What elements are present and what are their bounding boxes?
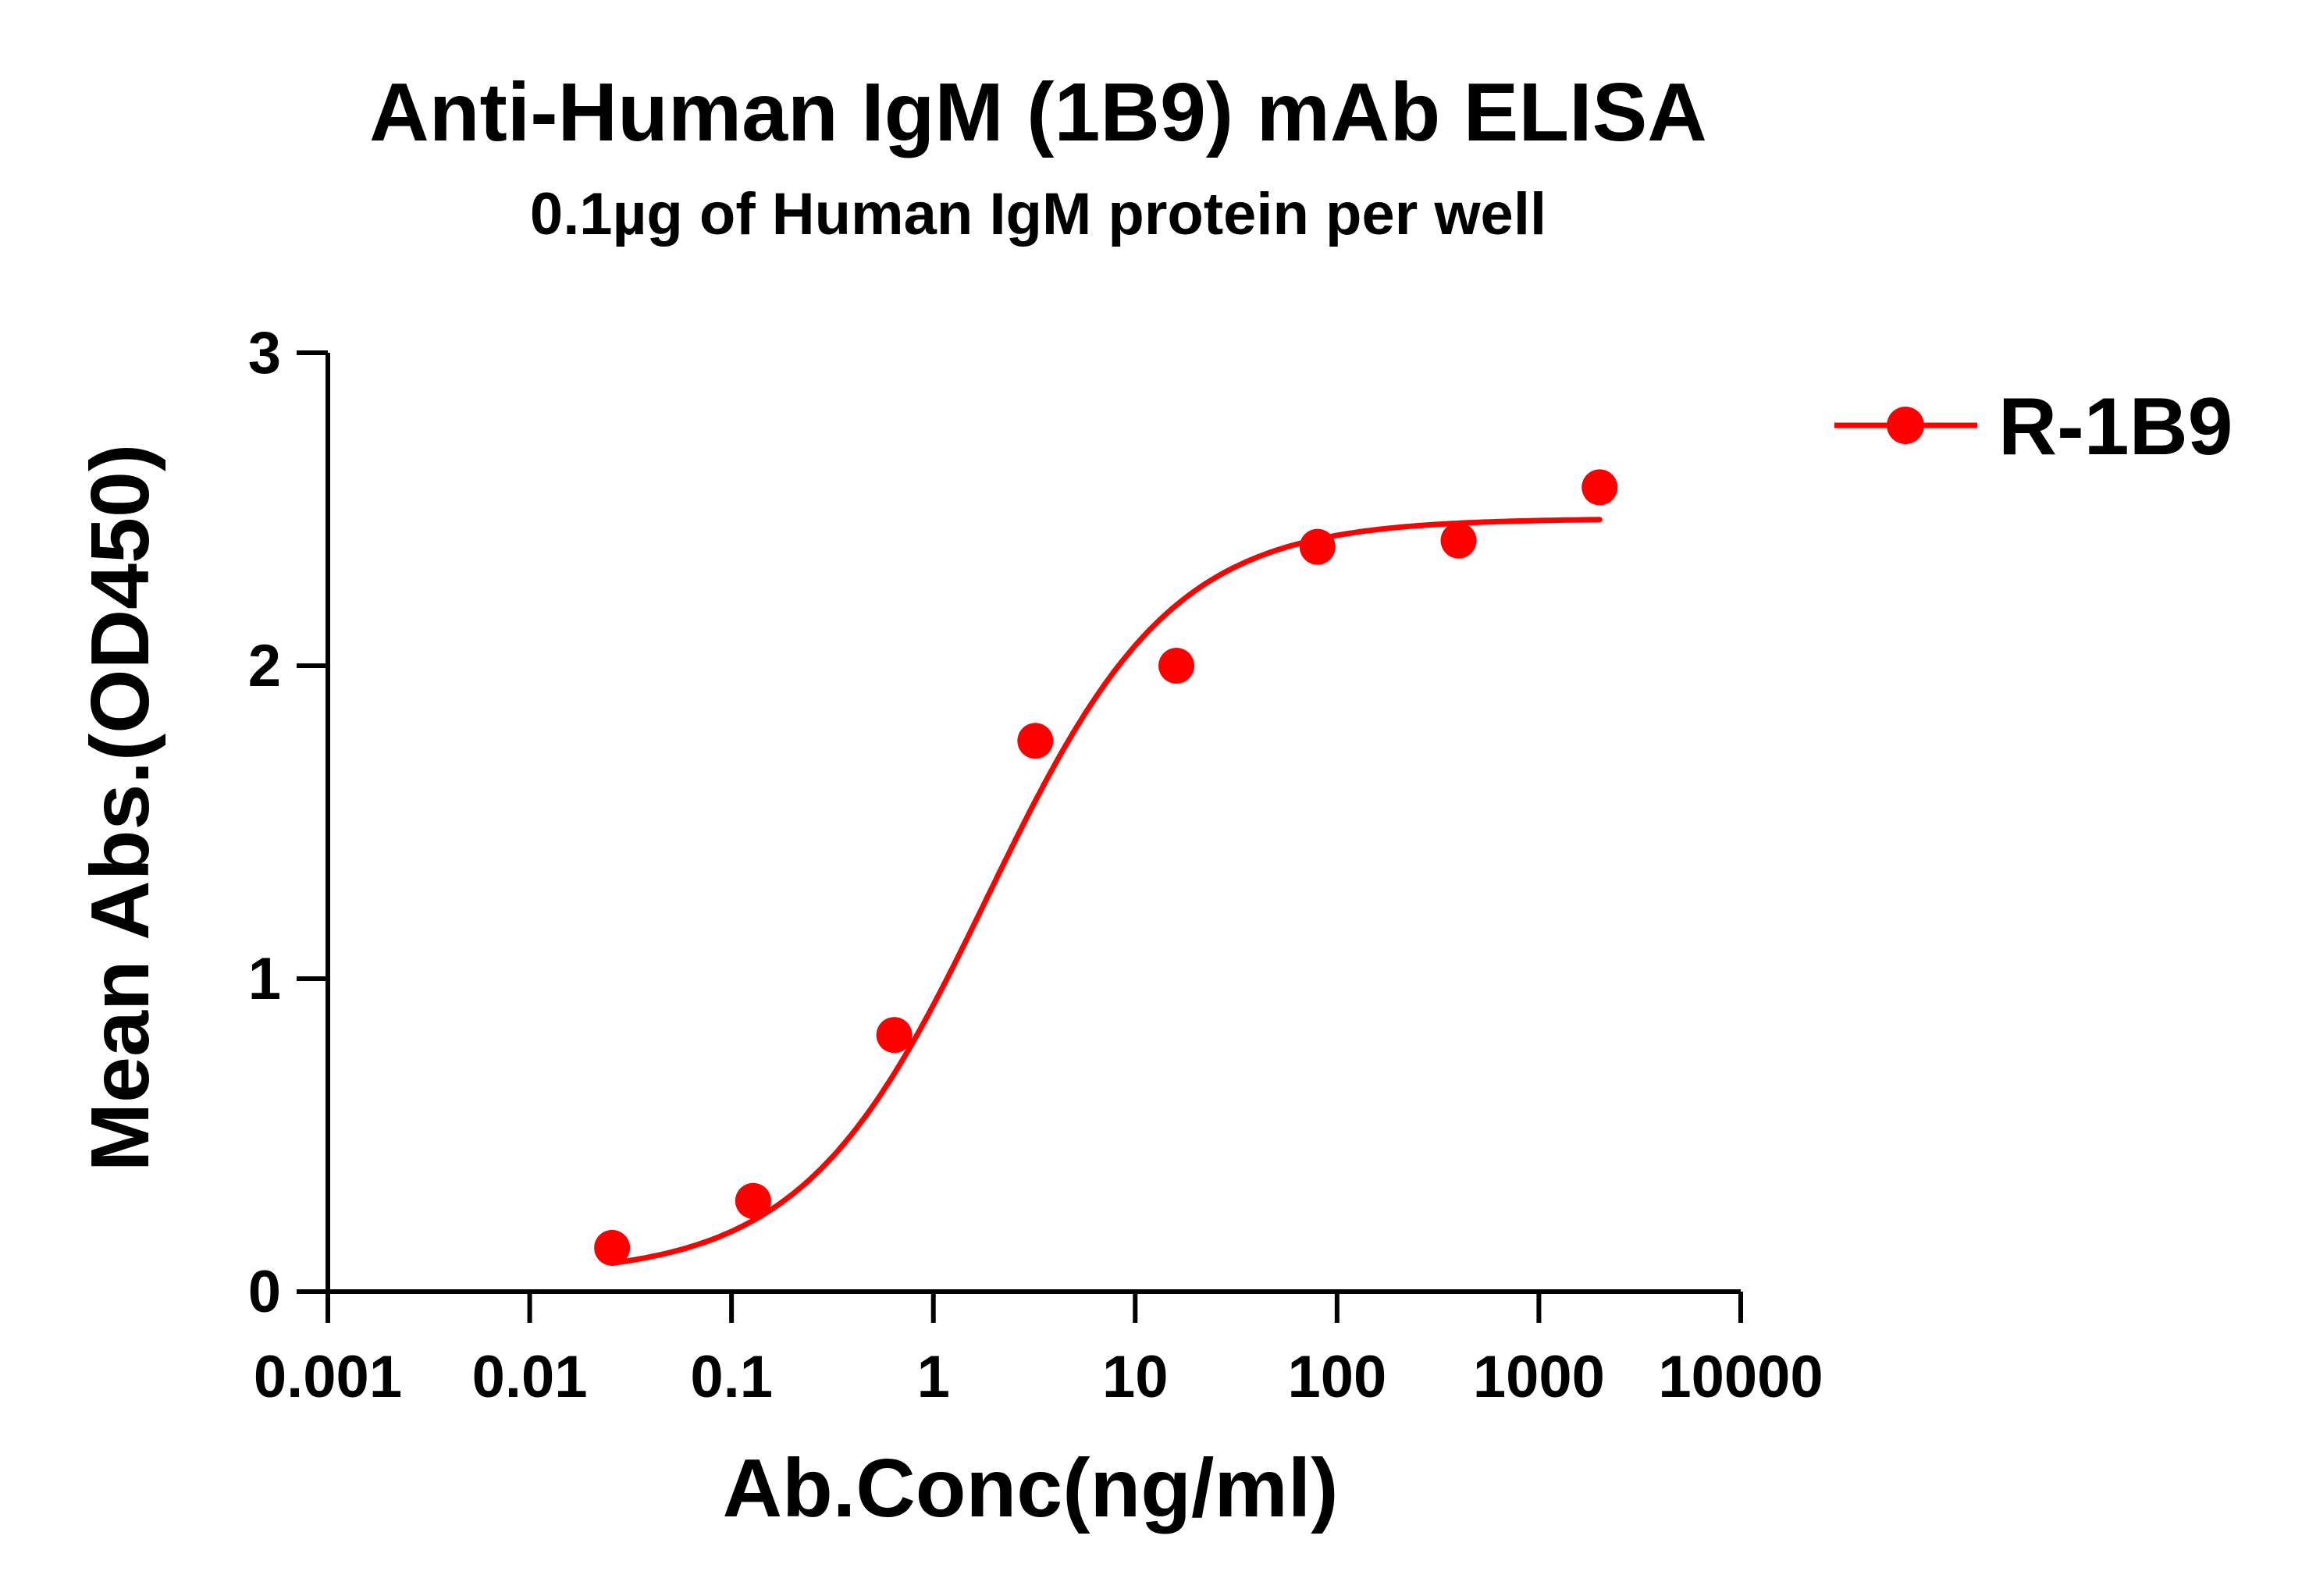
chart-subtitle: 0.1µg of Human IgM protein per well [530, 181, 1546, 247]
y-tick-label: 3 [248, 320, 281, 386]
fit-curve-layer [609, 517, 1603, 1267]
data-point [1299, 528, 1336, 565]
x-tick-label: 1000 [1473, 1344, 1605, 1410]
legend-label-r-1b9: R-1B9 [1998, 382, 2233, 472]
data-points-layer [594, 469, 1618, 1266]
x-tick-label: 0.01 [472, 1344, 588, 1410]
fit-curve-r-1b9 [609, 517, 1603, 1267]
data-point [735, 1182, 771, 1219]
y-axis-label: Mean Abs.(OD450) [74, 444, 166, 1172]
data-point [1158, 648, 1195, 684]
x-tick-label: 1 [917, 1344, 950, 1410]
x-tick-label: 10 [1102, 1344, 1169, 1410]
x-tick-label: 100 [1287, 1344, 1386, 1410]
x-tick-label: 0.001 [254, 1344, 402, 1410]
y-tick-label: 1 [248, 946, 281, 1012]
y-tick-label: 2 [248, 633, 281, 699]
x-axis-label: Ab.Conc(ng/ml) [723, 1442, 1339, 1534]
data-point [876, 1017, 913, 1054]
data-point [1581, 469, 1618, 506]
y-tick-label: 0 [248, 1259, 281, 1325]
legend: R-1B9 [1834, 382, 2233, 472]
x-tick-label: 0.1 [690, 1344, 773, 1410]
data-point [1440, 522, 1477, 559]
legend-marker-r-1b9 [1887, 407, 1924, 444]
chart-title: Anti-Human IgM (1B9) mAb ELISA [369, 66, 1707, 158]
data-point [1017, 723, 1054, 759]
data-point [594, 1229, 631, 1266]
x-tick-label: 10000 [1658, 1344, 1823, 1410]
axes: 0 1 2 3 0.001 0.01 0.1 1 10 100 1000 10000 [248, 320, 1823, 1410]
